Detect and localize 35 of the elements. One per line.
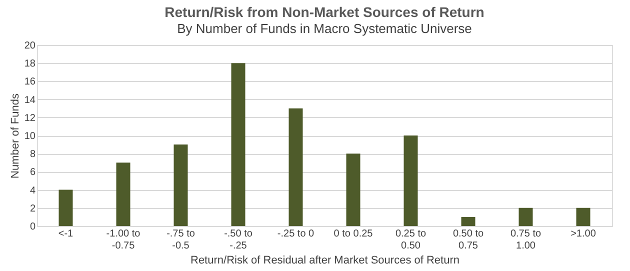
- x-tick-label: <-1: [58, 228, 74, 240]
- chart-subtitle: By Number of Funds in Macro Systematic Universe: [177, 21, 472, 36]
- x-tick-label: 0.50 to 0.75: [452, 228, 484, 252]
- y-axis-title: Number of Funds: [9, 93, 22, 178]
- x-tick-label: -.25 to 0: [277, 228, 315, 240]
- bar: [58, 190, 73, 226]
- x-tick-label: -.50 to -.25: [224, 228, 253, 252]
- chart-title: Return/Risk from Non-Market Sources of Return: [164, 4, 484, 20]
- bar: [576, 208, 590, 226]
- x-tick-label: 0.25 to 0.50: [395, 228, 426, 252]
- x-tick-label: -.75 to -0.5: [166, 228, 196, 252]
- bar: [404, 136, 418, 226]
- y-tick-label: 16: [24, 76, 36, 88]
- x-axis-title: Return/Risk of Residual after Market Sources of Return: [190, 254, 460, 266]
- y-tick-label: 18: [24, 58, 36, 70]
- x-tick-label: 0.75 to 1.00: [510, 228, 542, 252]
- bar: [288, 108, 303, 226]
- y-tick-label: 12: [24, 112, 36, 124]
- x-tick-label: 0 to 0.25: [334, 228, 374, 240]
- bar: [174, 144, 188, 226]
- y-tick-label: 8: [30, 149, 36, 160]
- bar: [346, 154, 360, 226]
- bar: [231, 63, 246, 226]
- bar: [116, 162, 130, 226]
- y-tick-label: 6: [30, 167, 36, 178]
- y-tick-label: 0: [30, 222, 36, 232]
- y-tick-label: 14: [24, 94, 36, 106]
- x-tick-label: -1.00 to -0.75: [106, 228, 141, 252]
- y-tick-label: 10: [24, 131, 36, 142]
- y-tick-label: 2: [30, 203, 36, 214]
- bar: [518, 208, 533, 226]
- y-tick-label: 4: [30, 185, 36, 196]
- x-tick-label: >1.00: [570, 228, 596, 240]
- y-tick-label: 20: [24, 40, 36, 52]
- bar: [461, 216, 476, 226]
